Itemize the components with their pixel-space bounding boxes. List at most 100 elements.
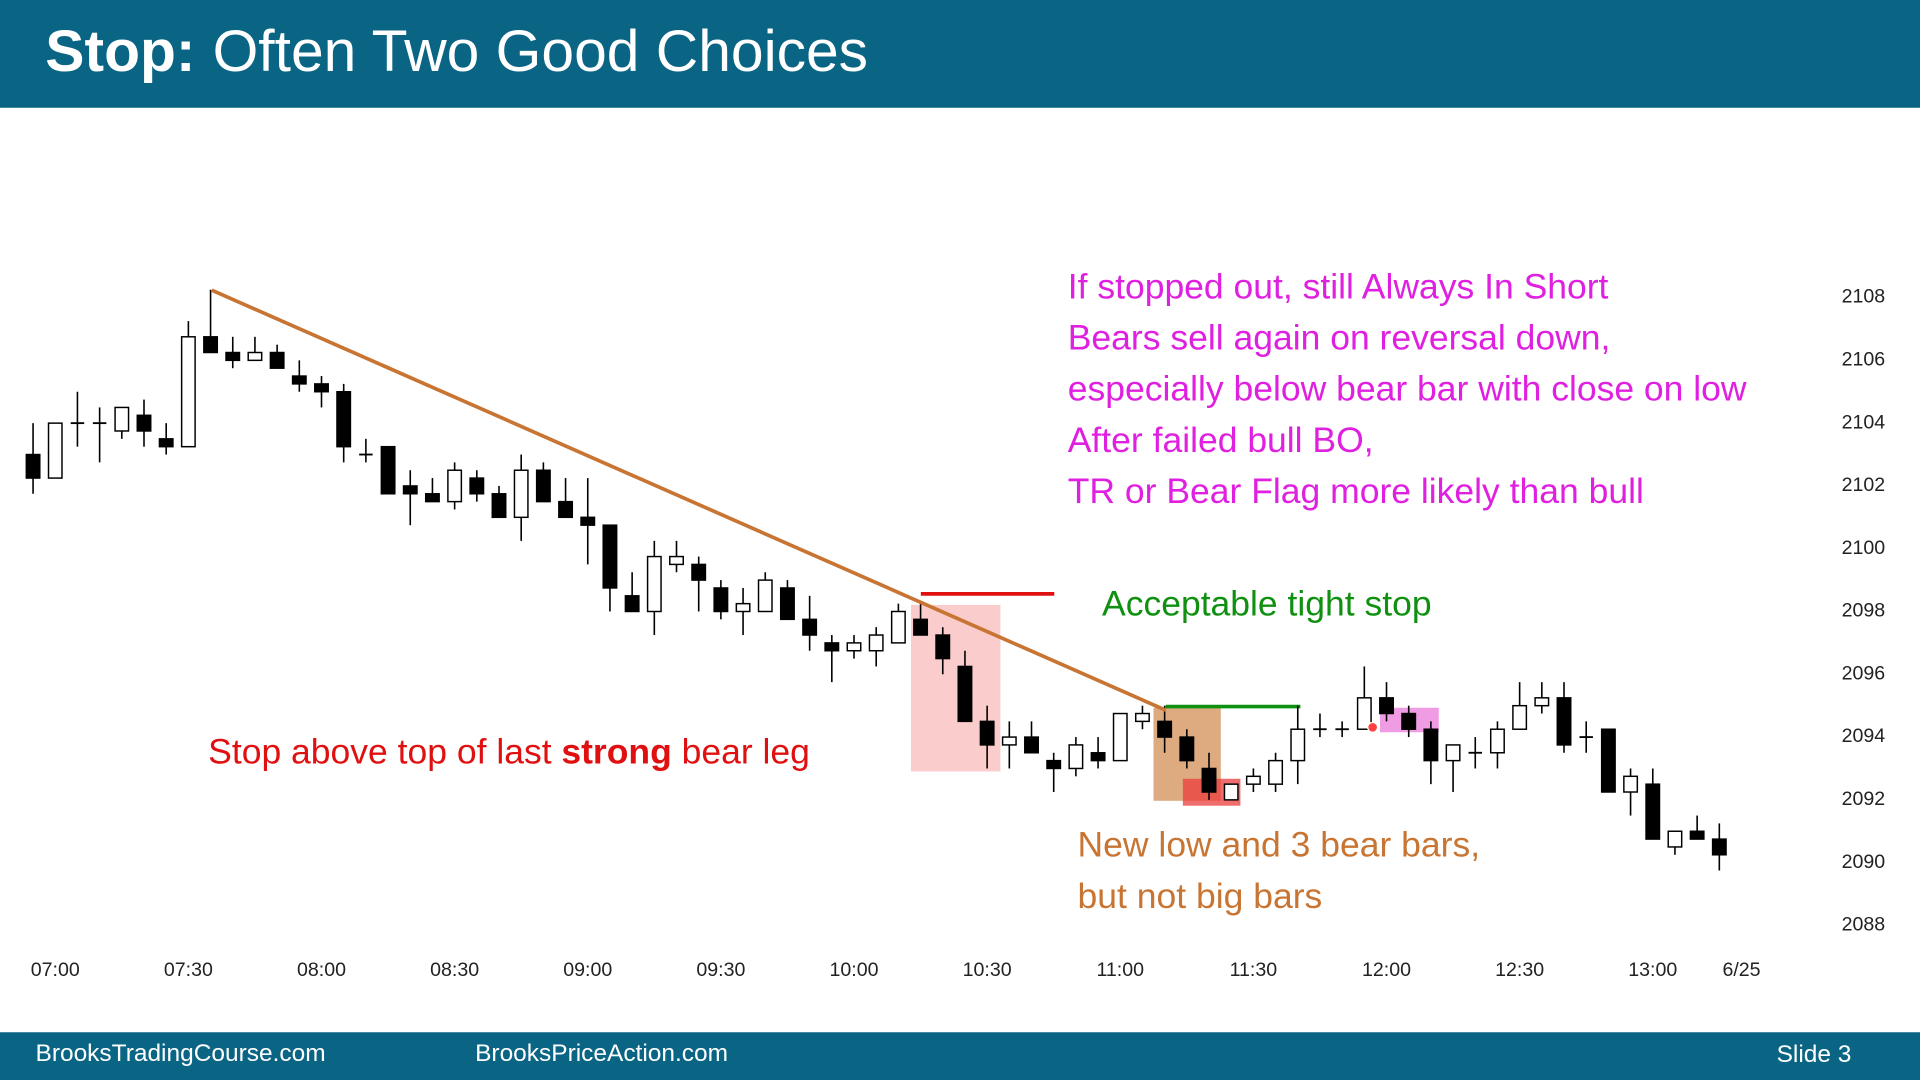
candle-body	[913, 618, 929, 636]
candle-body	[469, 477, 485, 495]
annotation-magenta: especially below bear bar with close on …	[1068, 369, 1747, 409]
annotation-orange: but not big bars	[1078, 876, 1323, 916]
candle-body	[1024, 736, 1039, 754]
candle-body	[1445, 744, 1461, 762]
annotation-part: bear leg	[682, 732, 810, 772]
candle-body	[247, 351, 263, 362]
y-tick-label: 2096	[1842, 662, 1886, 684]
candle-body	[535, 469, 551, 503]
annotation-magenta: If stopped out, still Always In Short	[1068, 266, 1609, 306]
candle-body	[1689, 830, 1705, 840]
candle-body	[846, 642, 862, 652]
candle-body	[1667, 830, 1683, 848]
annotation-orange: New low and 3 bear bars,	[1078, 825, 1481, 865]
annotation-part: strong	[561, 732, 671, 772]
y-tick-label: 2102	[1842, 474, 1886, 496]
candle-body	[558, 500, 574, 519]
candle-body	[1134, 712, 1150, 723]
x-tick-label: 09:30	[696, 959, 745, 981]
plot: 2088 2090 2092 2094 2096 2098 2100 2102 2104 2106…	[25, 286, 1886, 981]
slide-title: Stop: Often Two Good Choices	[45, 19, 868, 84]
annotation-magenta: Bears sell again on reversal down,	[1068, 318, 1611, 358]
candle-body	[1268, 759, 1284, 785]
x-tick-label: 12:00	[1362, 959, 1411, 981]
x-tick-label: 08:00	[297, 959, 346, 981]
candle-body	[1379, 697, 1394, 715]
candle-body	[1356, 697, 1372, 730]
candle-body	[1600, 728, 1616, 793]
x-tick-label: 09:00	[563, 959, 612, 981]
candle-body	[1512, 704, 1528, 730]
footer-right: Slide 3	[1777, 1041, 1852, 1068]
candle-body	[1489, 728, 1505, 754]
candle-body	[336, 391, 352, 448]
candle-body	[1068, 744, 1084, 770]
candle-body	[669, 555, 684, 566]
candle-body	[890, 610, 906, 644]
candle-body	[402, 485, 418, 495]
candle-body	[447, 469, 463, 503]
candle-body	[1623, 775, 1639, 793]
x-tick-label: 11:00	[1096, 959, 1144, 981]
candle-body	[646, 555, 662, 613]
candle-body	[47, 422, 63, 479]
candle-body	[580, 516, 596, 526]
footer-left: BrooksTradingCourse.com	[36, 1040, 326, 1067]
candle-body	[491, 493, 507, 519]
candle-body	[602, 524, 618, 589]
footer-middle: BrooksPriceAction.com	[475, 1040, 728, 1067]
x-tick-label: 10:30	[963, 959, 1012, 981]
candle-body	[1423, 728, 1439, 762]
x-tick-label: 13:00	[1628, 959, 1677, 981]
candle-body	[1711, 838, 1727, 856]
candle-body	[935, 634, 951, 660]
x-tick-label: 07:00	[31, 959, 80, 981]
candle-body	[1112, 712, 1128, 762]
candle-body	[624, 595, 640, 613]
candle-body	[380, 445, 396, 495]
candle-body	[269, 351, 285, 369]
candle-body	[802, 618, 818, 636]
candle-body	[1290, 728, 1306, 762]
x-tick-label: 6/25	[1722, 959, 1760, 981]
candle-body	[979, 720, 995, 746]
candle-body	[1245, 775, 1261, 785]
candle-body	[158, 438, 174, 448]
candle-body	[957, 665, 973, 723]
annotation-part: Stop above top of last	[208, 732, 552, 772]
candle-body	[1534, 697, 1550, 707]
candle-body	[779, 587, 795, 621]
candle-body	[291, 375, 307, 385]
candle-body	[691, 563, 707, 581]
candle-body	[25, 453, 41, 479]
y-tick-label: 2104	[1842, 411, 1886, 433]
x-tick-label: 10:00	[830, 959, 879, 981]
annotation-green: Acceptable tight stop	[1102, 583, 1432, 623]
candle-body	[203, 336, 219, 354]
title-bold: Stop:	[45, 19, 195, 84]
candle-body	[1223, 783, 1239, 801]
candle-body	[1401, 712, 1417, 730]
y-tick-label: 2106	[1842, 349, 1886, 371]
candle-body	[424, 493, 440, 503]
candle-body	[314, 383, 329, 393]
candle-body	[735, 602, 751, 613]
y-tick-label: 2092	[1842, 788, 1886, 810]
candle-body	[1001, 736, 1017, 746]
candle-body	[180, 336, 196, 448]
x-tick-label: 11:30	[1230, 959, 1278, 981]
candle-body	[713, 587, 729, 613]
candle-body	[114, 406, 130, 432]
y-tick-label: 2094	[1842, 725, 1886, 747]
candle-body	[824, 642, 840, 652]
candle-body	[868, 634, 884, 652]
x-tick-label: 07:30	[164, 959, 213, 981]
header-bar	[0, 0, 1920, 108]
candle-body	[1157, 720, 1173, 738]
x-tick-label: 08:30	[430, 959, 479, 981]
annotations: Stop above top of last strong bear leg Acc…	[208, 266, 1747, 916]
x-tick-label: 12:30	[1495, 959, 1544, 981]
y-tick-label: 2090	[1842, 851, 1886, 873]
